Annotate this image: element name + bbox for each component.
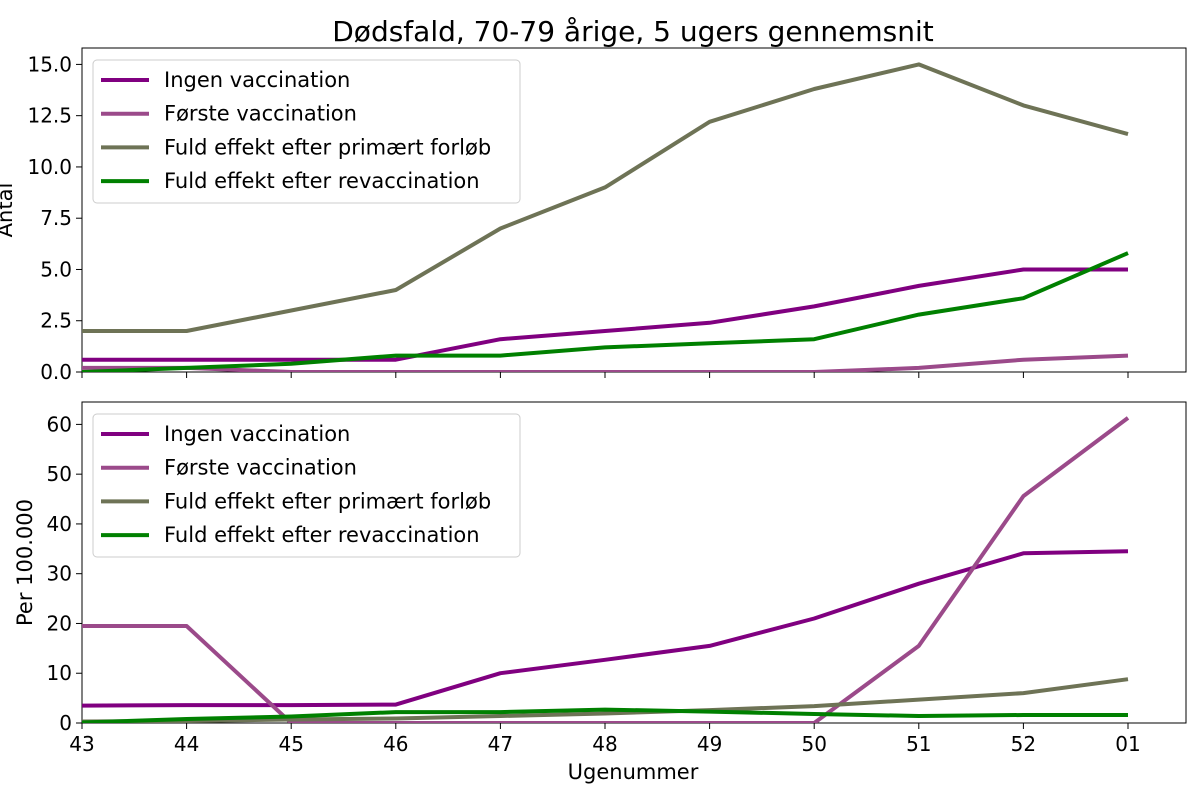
y-tick-label: 12.5 <box>27 104 72 128</box>
top-panel: 0.0 2.5 5.0 7.5 10.0 12.5 15.0 Antal Ingen vacci… <box>0 47 1187 384</box>
series-line-fuld-effekt-efter-primaert-forlob <box>82 677 1129 723</box>
series-line-forste-vaccination <box>82 416 1130 723</box>
x-tick-label: 50 <box>801 732 826 756</box>
series-line-ingen-vaccination <box>82 267 1128 362</box>
y-tick-label: 15.0 <box>27 52 72 76</box>
y-tick-label: 10.0 <box>27 155 72 179</box>
y-axis-label: Antal <box>0 183 17 238</box>
series-line-fuld-effekt-efter-revaccination <box>82 251 1129 372</box>
y-tick-label: 10 <box>47 661 72 685</box>
y-tick-label: 20 <box>47 611 72 635</box>
y-tick-label: 50 <box>47 462 72 486</box>
legend: Ingen vaccination Første vaccination Fuld … <box>92 59 521 204</box>
series-line-ingen-vaccination <box>82 549 1129 708</box>
legend-label: Første vaccination <box>164 102 357 126</box>
bottom-panel: 0 10 20 30 40 50 60 43 44 45 46 47 48 49 50 51 52 01 Per 1… <box>13 401 1187 756</box>
series-line-forste-vaccination <box>82 353 1129 372</box>
x-tick-label: 43 <box>69 732 94 756</box>
x-axis-label: Ugenummer <box>568 760 699 784</box>
legend-box <box>92 413 521 558</box>
y-axis-label: Per 100.000 <box>13 499 37 626</box>
y-tick-label: 5.0 <box>40 257 72 281</box>
x-tick-label: 01 <box>1115 732 1140 756</box>
legend-label: Fuld effekt efter primært forløb <box>164 135 491 159</box>
y-tick-label: 60 <box>47 412 72 436</box>
y-tick-label: 0 <box>59 711 72 735</box>
y-tick-label: 7.5 <box>40 206 72 230</box>
y-tick-label: 2.5 <box>40 309 72 333</box>
legend-label: Fuld effekt efter revaccination <box>164 523 480 547</box>
series-line-fuld-effekt-efter-revaccination <box>82 707 1128 723</box>
legend-label: Ingen vaccination <box>164 68 350 92</box>
x-tick-label: 45 <box>278 732 303 756</box>
chart-title: Dødsfald, 70-79 årige, 5 ugers gennemsni… <box>332 15 934 48</box>
x-tick-label: 51 <box>906 732 931 756</box>
series-lines <box>82 416 1130 723</box>
y-tick-label: 0.0 <box>40 360 72 384</box>
legend-label: Ingen vaccination <box>164 422 350 446</box>
legend-label: Fuld effekt efter primært forløb <box>164 489 491 513</box>
legend-label: Fuld effekt efter revaccination <box>164 169 480 193</box>
y-tick-label: 30 <box>47 562 72 586</box>
legend-label: Første vaccination <box>164 456 357 480</box>
x-tick-label: 46 <box>383 732 408 756</box>
y-tick-label: 40 <box>47 512 72 536</box>
x-tick-label: 49 <box>697 732 722 756</box>
x-tick-label: 52 <box>1011 732 1036 756</box>
series-line-fuld-effekt-efter-primaert-forlob <box>82 62 1129 333</box>
x-tick-label: 44 <box>174 732 199 756</box>
x-tick-label: 48 <box>592 732 617 756</box>
series-lines <box>82 62 1129 372</box>
x-tick-label: 47 <box>488 732 513 756</box>
legend-box <box>92 59 521 204</box>
legend: Ingen vaccination Første vaccination Fuld … <box>92 413 521 558</box>
